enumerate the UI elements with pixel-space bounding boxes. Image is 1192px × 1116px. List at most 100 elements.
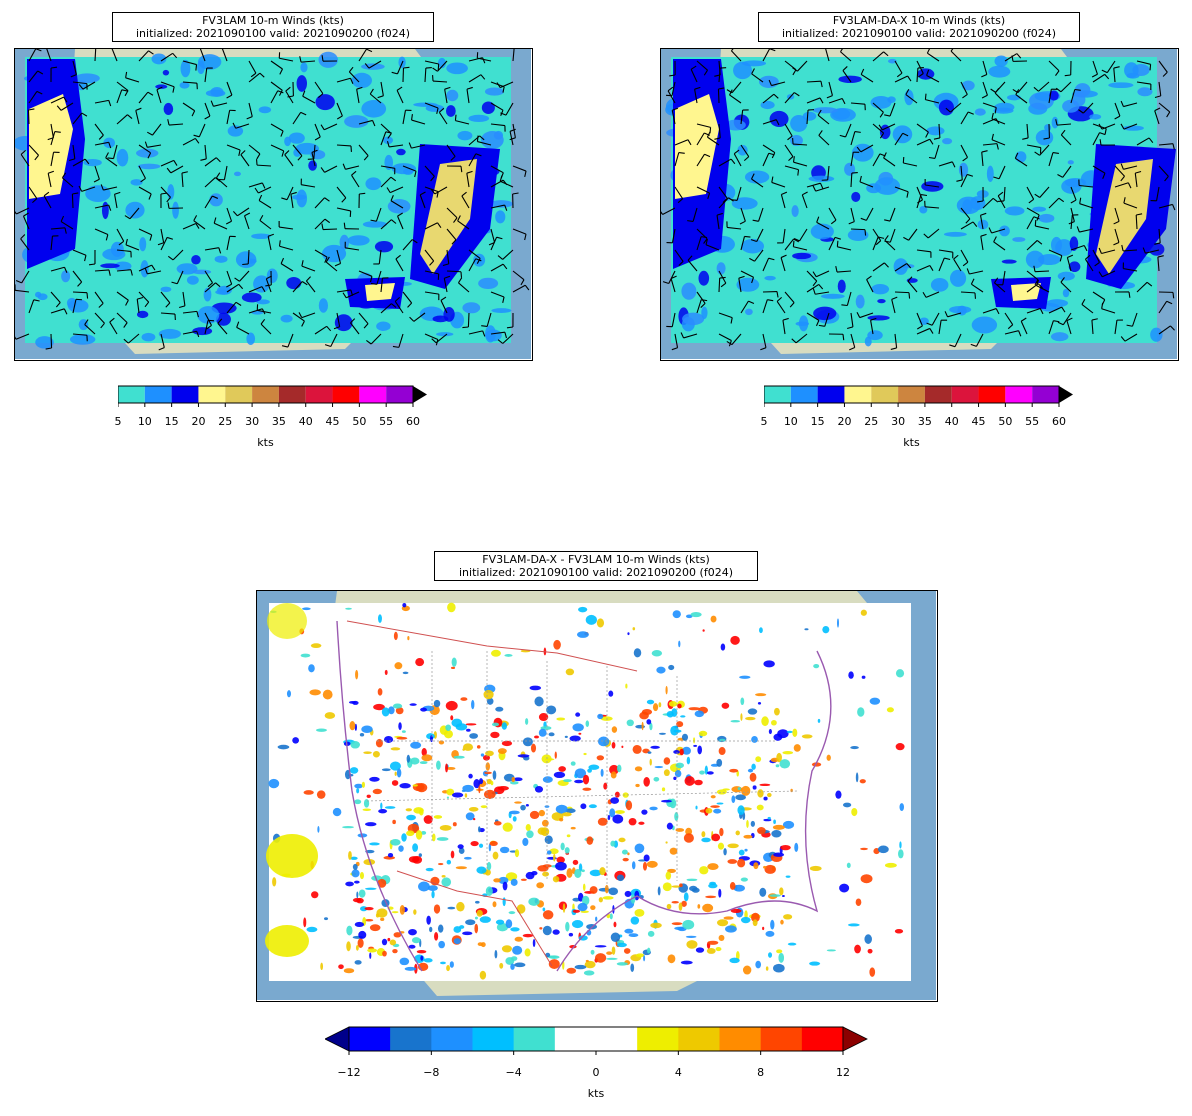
colorbar-segment: [349, 1027, 391, 1051]
colorbar-tick-label: 60: [406, 415, 420, 428]
colorbar-tick-label: 30: [245, 415, 260, 428]
colorbar-tick-label: 4: [674, 1066, 682, 1079]
colorbar-segment: [596, 1027, 638, 1051]
panel-title-difference: FV3LAM-DA-X - FV3LAM 10-m Winds (kts) in…: [434, 551, 758, 581]
colorbar-segment: [871, 386, 899, 403]
colorbar-tick-label: 40: [298, 415, 313, 428]
colorbar-segment: [1032, 386, 1059, 403]
us-canada-border: [346, 620, 638, 672]
colorbar-segment: [144, 386, 172, 403]
us-mexico-border: [396, 870, 553, 967]
colorbar-tick-label: 20: [191, 415, 206, 428]
colorbar-tick-label: 25: [864, 415, 879, 428]
panel-title-fv3lam-da-x: FV3LAM-DA-X 10-m Winds (kts) initialized…: [758, 12, 1080, 42]
panel-title-line1: FV3LAM-DA-X 10-m Winds (kts): [832, 14, 1006, 27]
panel-title-fv3lam: FV3LAM 10-m Winds (kts) initialized: 202…: [112, 12, 434, 42]
difference-blobs: [265, 602, 905, 980]
colorbar-segment: [790, 386, 818, 403]
east-gulf-coastline: [556, 650, 832, 972]
colorbar-segment: [332, 386, 360, 403]
colorbar-segment: [678, 1027, 720, 1051]
colorbar-segment: [844, 386, 872, 403]
colorbar-tick-label: 5: [760, 415, 768, 428]
colorbar-segment: [513, 1027, 556, 1051]
colorbar-segment: [252, 386, 279, 403]
colorbar-tick-label: −12: [337, 1066, 361, 1079]
high-wind-region-west: [27, 59, 85, 269]
colorbar-segment: [898, 386, 925, 403]
panel-title-line1: FV3LAM-DA-X - FV3LAM 10-m Winds (kts): [482, 553, 710, 566]
colorbar-segment: [951, 386, 979, 403]
wind-barbs: [15, 49, 530, 351]
colorbar-segment: [359, 386, 387, 403]
colorbar-units-label: kts: [903, 436, 920, 449]
colorbar-tick-label: 45: [971, 415, 986, 428]
colorbar-tick-label: −4: [505, 1066, 522, 1079]
colorbar-segment: [305, 386, 333, 403]
colorbar-segment: [225, 386, 253, 403]
colorbar-tick-label: 15: [164, 415, 179, 428]
colorbar-tick-label: 25: [218, 415, 233, 428]
colorbar-segment: [171, 386, 199, 403]
colorbar-segment: [386, 386, 413, 403]
panel-title-line2: initialized: 2021090100 valid: 202109020…: [782, 27, 1056, 40]
colorbar-extend-arrow: [1059, 386, 1073, 403]
colorbar-tick-label: 5: [114, 415, 122, 428]
colorbar-tick-label: 40: [944, 415, 959, 428]
colorbar-tick-label: 20: [837, 415, 852, 428]
colorbar-segment: [472, 1027, 514, 1051]
colorbar-segment: [817, 386, 845, 403]
colorbar-segment: [719, 1027, 761, 1051]
wind-colorbar-fv3lam-da-x: 5 10 15 20 25 30 35 40 45 50 55 60 kts: [760, 385, 1074, 455]
colorbar-tick-label: 35: [917, 415, 932, 428]
wind-map-fv3lam: [14, 48, 533, 361]
colorbar-tick-label: 12: [836, 1066, 850, 1079]
colorbar-tick-label: −8: [423, 1066, 440, 1079]
colorbar-segment: [1005, 386, 1033, 403]
colorbar-tick-label: 15: [810, 415, 825, 428]
colorbar-extend-arrow: [413, 386, 427, 403]
wind-map-fv3lam-da-x: [660, 48, 1179, 361]
colorbar-tick-label: 45: [325, 415, 340, 428]
colorbar-tick-label: 30: [891, 415, 906, 428]
high-wind-region-west: [673, 59, 731, 269]
colorbar-segment: [801, 1027, 844, 1051]
colorbar-units-label: kts: [587, 1087, 605, 1100]
colorbar-tick-label: 35: [271, 415, 286, 428]
colorbar-tick-label: 50: [998, 415, 1013, 428]
colorbar-units-label: kts: [257, 436, 274, 449]
colorbar-tick-label: 0: [592, 1066, 600, 1079]
colorbar-strip: [118, 385, 427, 407]
colorbar-segment: [764, 386, 791, 403]
colorbar-strip: [325, 1026, 868, 1055]
colorbar-tick-label: 50: [352, 415, 367, 428]
colorbar-tick-label: 60: [1052, 415, 1066, 428]
colorbar-segment: [431, 1027, 473, 1051]
wind-colorbar-fv3lam: 5 10 15 20 25 30 35 40 45 50 55 60 kts: [114, 385, 428, 455]
colorbar-tick-label: 10: [783, 415, 798, 428]
colorbar-extend-high: [842, 1026, 868, 1052]
colorbar-tick-label: 10: [137, 415, 152, 428]
colorbar-segment: [637, 1027, 679, 1051]
colorbar-tick-label: 8: [757, 1066, 765, 1079]
colorbar-segment: [760, 1027, 803, 1051]
panel-title-line1: FV3LAM 10-m Winds (kts): [202, 14, 344, 27]
difference-map: [256, 590, 938, 1002]
colorbar-extend-low: [325, 1026, 350, 1052]
wind-barbs: [661, 49, 1176, 351]
west-coastline: [336, 620, 423, 972]
difference-colorbar: −12 −8 −4 0 4 8 12 kts: [325, 1026, 870, 1106]
colorbar-segment: [198, 386, 226, 403]
colorbar-segment: [978, 386, 1006, 403]
colorbar-strip: [764, 385, 1073, 407]
panel-title-line2: initialized: 2021090100 valid: 202109020…: [136, 27, 410, 40]
colorbar-segment: [390, 1027, 432, 1051]
colorbar-tick-label: 55: [379, 415, 394, 428]
colorbar-segment: [278, 386, 306, 403]
colorbar-tick-label: 55: [1025, 415, 1040, 428]
colorbar-segment: [118, 386, 145, 403]
panel-title-line2: initialized: 2021090100 valid: 202109020…: [459, 566, 733, 579]
colorbar-segment: [554, 1027, 597, 1051]
colorbar-segment: [924, 386, 952, 403]
state-borders: [366, 651, 798, 891]
